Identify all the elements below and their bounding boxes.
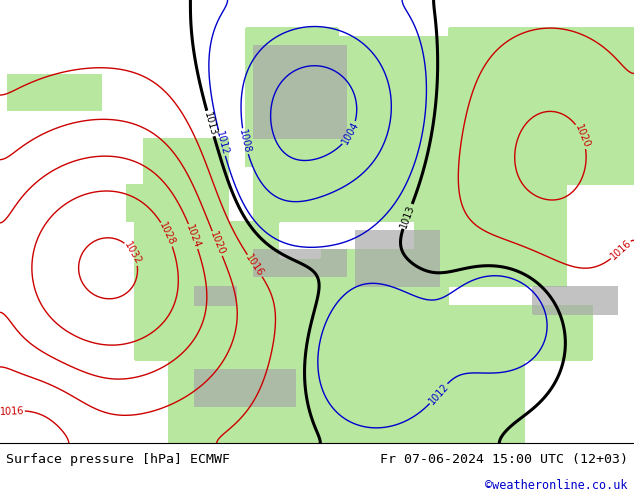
Text: 1013: 1013: [202, 110, 219, 137]
Text: 1032: 1032: [123, 240, 143, 267]
Text: 1020: 1020: [573, 123, 592, 149]
Text: Fr 07-06-2024 15:00 UTC (12+03): Fr 07-06-2024 15:00 UTC (12+03): [380, 453, 628, 466]
Text: 1004: 1004: [340, 120, 361, 147]
Text: 1012: 1012: [427, 381, 451, 406]
Text: 1016: 1016: [244, 253, 266, 279]
Text: 1013: 1013: [399, 203, 417, 229]
Text: 1012: 1012: [214, 130, 230, 156]
Text: 1008: 1008: [238, 128, 252, 154]
Text: 1016: 1016: [0, 406, 24, 416]
Text: ©weatheronline.co.uk: ©weatheronline.co.uk: [485, 479, 628, 490]
Text: 1028: 1028: [157, 221, 177, 247]
Text: 1016: 1016: [608, 238, 633, 262]
Text: Surface pressure [hPa] ECMWF: Surface pressure [hPa] ECMWF: [6, 453, 230, 466]
Text: 1020: 1020: [208, 230, 226, 257]
Text: 1024: 1024: [184, 223, 202, 250]
